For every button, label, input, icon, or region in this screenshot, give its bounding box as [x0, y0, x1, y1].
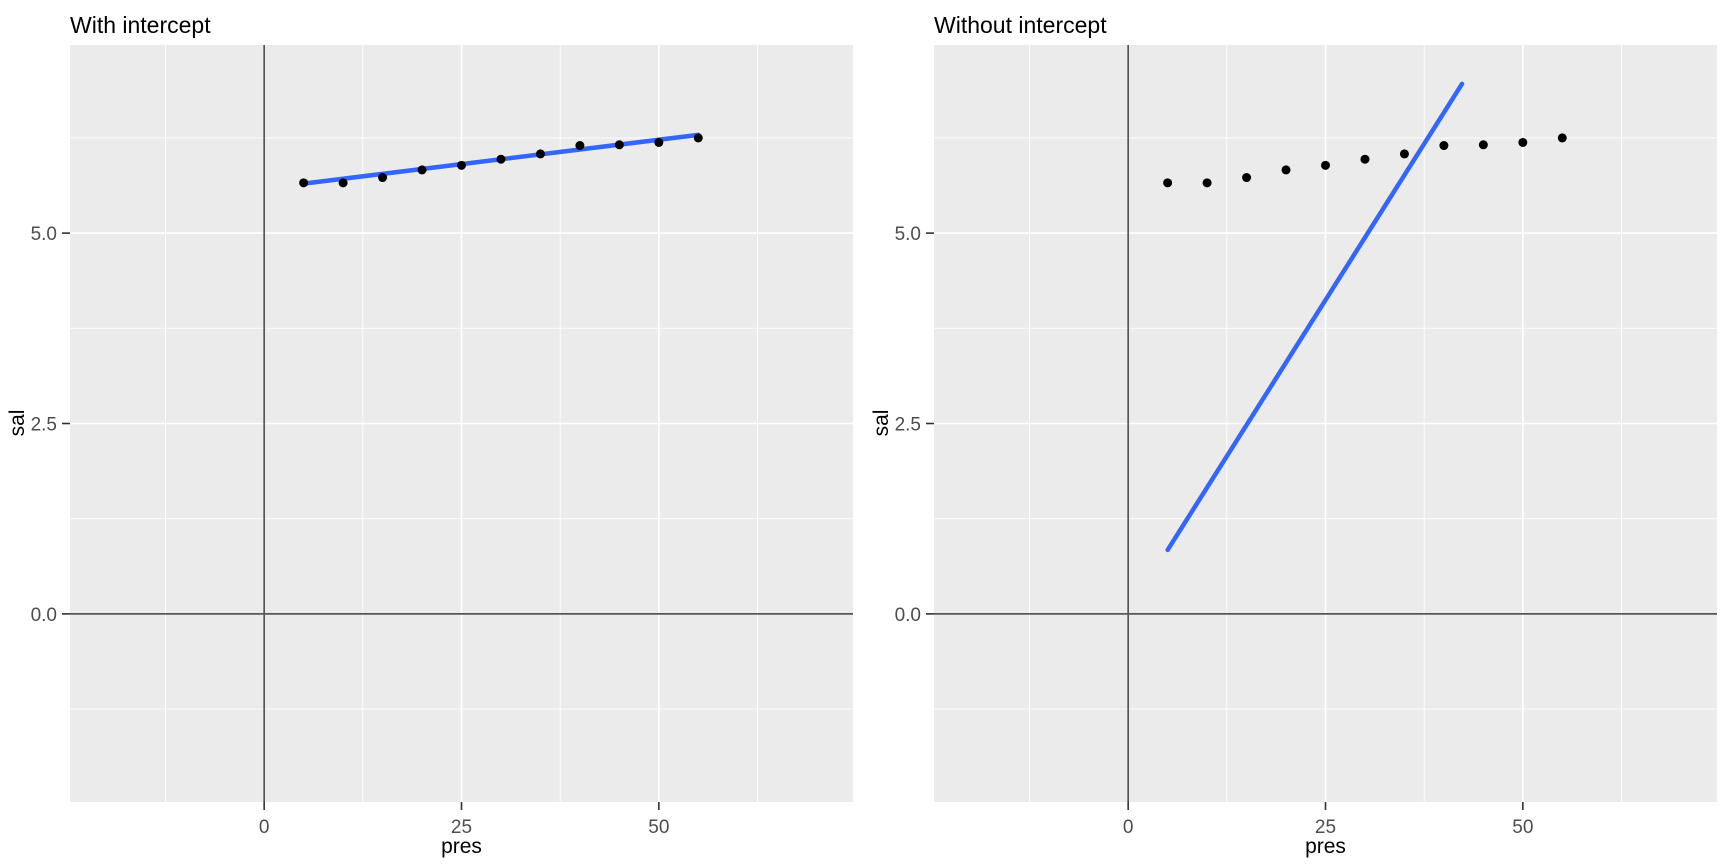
x-tick-label: 25 [451, 817, 472, 838]
y-tick-label: 2.5 [31, 415, 57, 436]
data-point [299, 178, 309, 188]
chart-title: Without intercept [934, 12, 1107, 38]
data-point [1557, 133, 1567, 143]
data-point [1478, 140, 1488, 150]
y-axis-title: sal [6, 409, 29, 437]
data-point [338, 178, 348, 188]
y-tick-label: 2.5 [895, 415, 921, 436]
data-point [1321, 160, 1330, 170]
data-point [1399, 149, 1409, 159]
data-point [575, 141, 585, 151]
data-point [654, 137, 664, 147]
data-point [496, 154, 506, 164]
x-axis-title: pres [1305, 835, 1346, 858]
data-point [457, 160, 466, 170]
plot-svg: 0 25 50 0.0 2.5 5.0 [31, 45, 853, 838]
y-tick-label: 5.0 [895, 224, 921, 245]
data-point [614, 140, 624, 150]
chart-title: With intercept [70, 12, 211, 38]
data-point [417, 165, 427, 175]
chart-with-intercept: 0 25 50 0.0 2.5 5.0 With intercept sal pres [6, 12, 853, 858]
x-tick-label: 25 [1315, 817, 1336, 838]
x-tick-label: 50 [1512, 817, 1533, 838]
y-tick-label: 0.0 [31, 605, 57, 626]
data-point [693, 133, 703, 143]
y-tick-label: 0.0 [895, 605, 921, 626]
data-point [1242, 173, 1252, 183]
x-tick-label: 0 [259, 817, 270, 838]
data-point [1439, 141, 1449, 151]
data-point [378, 173, 388, 183]
data-point [1518, 137, 1528, 147]
data-point [535, 149, 545, 159]
data-point [1202, 178, 1212, 188]
chart-without-intercept: 0 25 50 0.0 2.5 5.0 Without intercept sal pre… [864, 0, 1728, 864]
regression-line [1165, 81, 1465, 553]
y-tick-label: 5.0 [31, 224, 57, 245]
x-tick-label: 50 [648, 817, 669, 838]
x-axis-title: pres [441, 835, 482, 858]
data-point [1163, 178, 1173, 188]
data-point [1281, 165, 1291, 175]
x-tick-label: 0 [1123, 817, 1134, 838]
data-point [1360, 154, 1370, 164]
plot-svg: 0 25 50 0.0 2.5 5.0 [895, 45, 1717, 838]
y-axis-title: sal [870, 409, 893, 437]
